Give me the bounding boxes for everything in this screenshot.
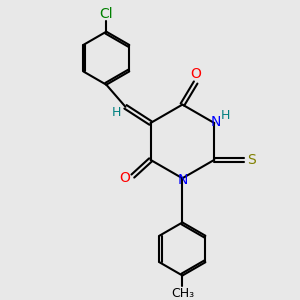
Text: N: N xyxy=(177,173,188,187)
Text: S: S xyxy=(247,153,256,167)
Text: O: O xyxy=(119,170,130,184)
Text: N: N xyxy=(211,115,221,128)
Text: CH₃: CH₃ xyxy=(171,287,194,300)
Text: H: H xyxy=(111,106,121,118)
Text: O: O xyxy=(190,67,201,81)
Text: Cl: Cl xyxy=(100,7,113,21)
Text: H: H xyxy=(221,109,230,122)
